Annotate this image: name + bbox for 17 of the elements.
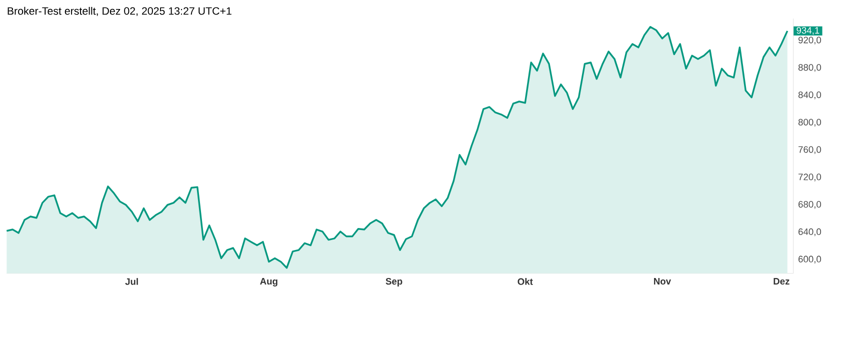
- x-tick-label: Aug: [260, 278, 278, 286]
- y-tick-label: 720,0: [798, 174, 822, 182]
- x-tick-label: Dez: [774, 278, 790, 285]
- annotation: 934,1: [796, 27, 820, 35]
- y-tick-label: 680,0: [798, 201, 822, 209]
- y-tick-label: 840,0: [798, 92, 822, 100]
- y-tick-label: 880,0: [798, 64, 822, 72]
- y-tick-label: 600,0: [798, 256, 822, 264]
- x-tick-label: Nov: [654, 278, 671, 285]
- y-tick-label: 800,0: [798, 118, 822, 127]
- y-tick-label: 920,0: [798, 36, 822, 44]
- x-tick-label: Okt: [518, 278, 533, 285]
- y-tick-label: 760,0: [798, 146, 822, 154]
- chart-title: Broker-Test erstellt, Dez 02, 2025 13:27 UTC+1: [8, 6, 232, 16]
- x-tick-label: Sep: [386, 278, 402, 287]
- y-tick-label: 640,0: [798, 228, 822, 236]
- x-tick-label: Jul: [125, 278, 138, 285]
